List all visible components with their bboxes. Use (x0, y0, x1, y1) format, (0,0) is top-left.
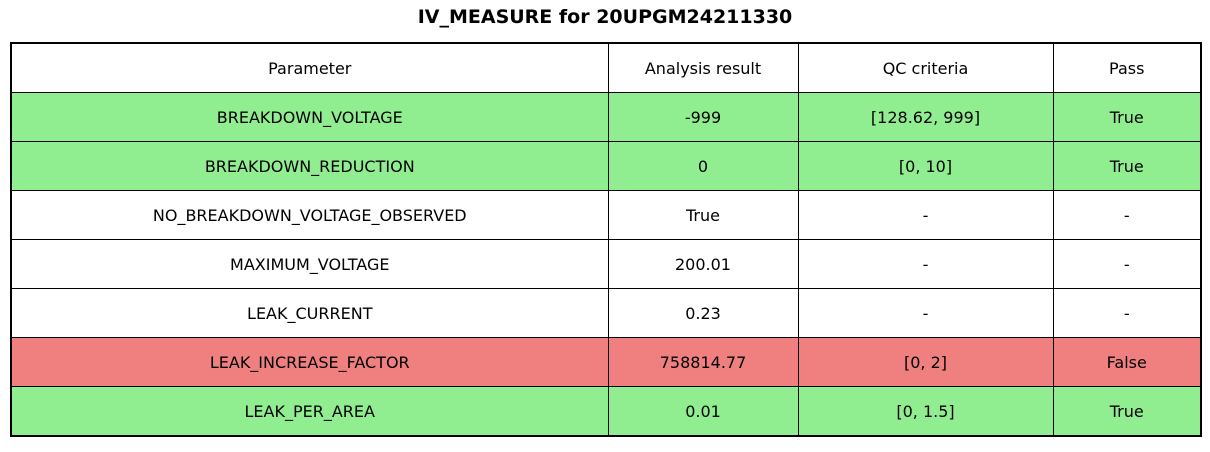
cell-parameter: LEAK_CURRENT (10, 288, 609, 338)
cell-parameter: BREAKDOWN_VOLTAGE (10, 92, 609, 142)
table-row: NO_BREAKDOWN_VOLTAGE_OBSERVED True - - (10, 190, 1202, 240)
page-title: IV_MEASURE for 20UPGM24211330 (417, 6, 793, 28)
table-row: BREAKDOWN_REDUCTION 0 [0, 10] True (10, 141, 1202, 191)
cell-pass: False (1052, 337, 1202, 387)
cell-qc-criteria: [128.62, 999] (797, 92, 1054, 142)
cell-analysis-result: 0 (607, 141, 799, 191)
column-header-pass: Pass (1052, 42, 1202, 93)
cell-analysis-result: -999 (607, 92, 799, 142)
qc-results-table: Parameter Analysis result QC criteria Pa… (10, 42, 1202, 437)
cell-analysis-result: True (607, 190, 799, 240)
table-row: LEAK_PER_AREA 0.01 [0, 1.5] True (10, 386, 1202, 437)
cell-pass: - (1052, 288, 1202, 338)
cell-parameter: BREAKDOWN_REDUCTION (10, 141, 609, 191)
cell-analysis-result: 758814.77 (607, 337, 799, 387)
cell-analysis-result: 0.01 (607, 386, 799, 437)
cell-pass: True (1052, 141, 1202, 191)
cell-pass: - (1052, 190, 1202, 240)
cell-analysis-result: 0.23 (607, 288, 799, 338)
table-row: BREAKDOWN_VOLTAGE -999 [128.62, 999] Tru… (10, 92, 1202, 142)
cell-pass: True (1052, 386, 1202, 437)
table-header-row: Parameter Analysis result QC criteria Pa… (10, 42, 1202, 93)
cell-pass: True (1052, 92, 1202, 142)
cell-qc-criteria: - (797, 239, 1054, 289)
cell-qc-criteria: [0, 1.5] (797, 386, 1054, 437)
column-header-parameter: Parameter (10, 42, 609, 93)
cell-analysis-result: 200.01 (607, 239, 799, 289)
cell-qc-criteria: [0, 10] (797, 141, 1054, 191)
cell-parameter: MAXIMUM_VOLTAGE (10, 239, 609, 289)
cell-parameter: LEAK_PER_AREA (10, 386, 609, 437)
cell-qc-criteria: - (797, 288, 1054, 338)
cell-parameter: LEAK_INCREASE_FACTOR (10, 337, 609, 387)
cell-parameter: NO_BREAKDOWN_VOLTAGE_OBSERVED (10, 190, 609, 240)
column-header-qc-criteria: QC criteria (797, 42, 1054, 93)
table-row: LEAK_CURRENT 0.23 - - (10, 288, 1202, 338)
table-row: MAXIMUM_VOLTAGE 200.01 - - (10, 239, 1202, 289)
cell-qc-criteria: [0, 2] (797, 337, 1054, 387)
table-row: LEAK_INCREASE_FACTOR 758814.77 [0, 2] Fa… (10, 337, 1202, 387)
cell-pass: - (1052, 239, 1202, 289)
cell-qc-criteria: - (797, 190, 1054, 240)
column-header-analysis-result: Analysis result (607, 42, 799, 93)
